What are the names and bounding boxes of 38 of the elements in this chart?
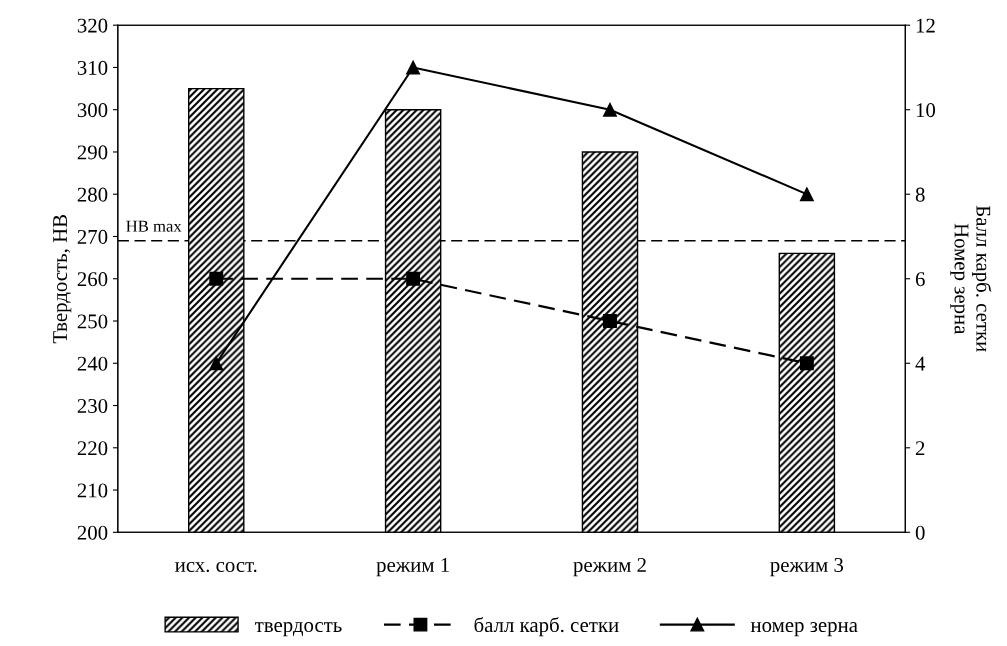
point xyxy=(209,356,224,371)
legend-label: твердость xyxy=(255,622,342,637)
y-tick-label: 260 xyxy=(77,272,108,287)
point xyxy=(799,187,814,202)
y2-tick-label: 2 xyxy=(915,441,925,456)
y2-tick-label: 12 xyxy=(916,18,935,33)
point xyxy=(406,60,421,75)
y2-tick-label: 6 xyxy=(915,272,925,287)
y-tick-label: 280 xyxy=(77,187,108,202)
y2-tick-label: 8 xyxy=(915,187,925,202)
y2-tick-label: 10 xyxy=(916,103,936,118)
y-tick-label: 240 xyxy=(77,356,108,371)
y2-tick-label: 0 xyxy=(915,525,925,540)
ref-line-label: HB max xyxy=(126,220,182,232)
y-tick-label: 310 xyxy=(77,60,108,75)
legend-label: номер зерна xyxy=(750,622,858,637)
legend-label: балл карб. сетки xyxy=(474,616,619,637)
point xyxy=(799,356,814,371)
x-tick-label: режим 3 xyxy=(770,557,844,577)
y-tick-label: 250 xyxy=(77,314,108,329)
x-tick-label: исх. сост. xyxy=(175,561,257,573)
point xyxy=(603,314,617,328)
y-tick-label: 210 xyxy=(77,483,108,498)
y-tick-label: 290 xyxy=(77,145,108,160)
point xyxy=(603,102,617,117)
y-tick-label: 220 xyxy=(77,441,108,456)
y-tick-label: 270 xyxy=(77,229,108,244)
y2-tick-label: 4 xyxy=(915,356,926,371)
x-tick-label: режим 1 xyxy=(376,558,449,577)
y-tick-label: 200 xyxy=(77,525,108,540)
point xyxy=(406,271,421,286)
y-tick-label: 230 xyxy=(77,398,108,413)
point xyxy=(209,271,224,286)
y2-axis-title: Балл карб. сетки Номер зерна xyxy=(950,205,992,352)
x-tick-label: режим 2 xyxy=(573,557,646,577)
y-tick-label: 320 xyxy=(77,18,108,33)
y-tick-label: 300 xyxy=(77,103,108,118)
y-axis-title: Твердость, НВ xyxy=(53,215,72,344)
